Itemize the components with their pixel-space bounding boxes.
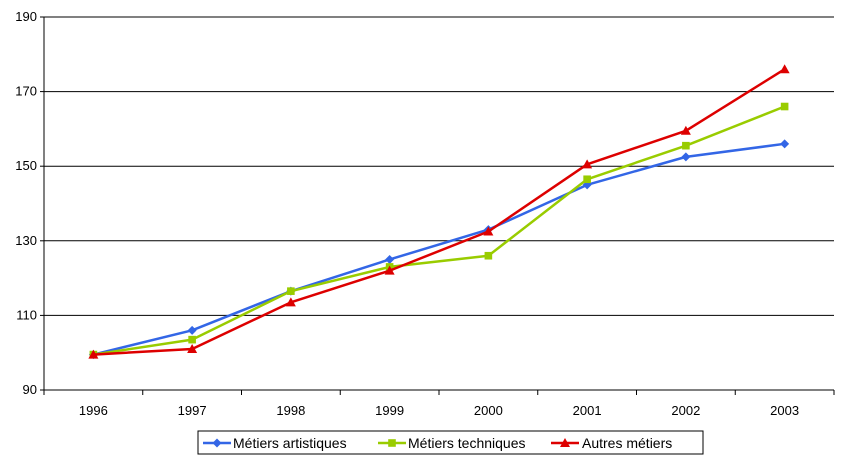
series-line <box>93 68 786 356</box>
data-point <box>188 335 196 344</box>
x-tick-label: 1997 <box>178 403 207 418</box>
series-line <box>93 105 786 356</box>
x-tick-label: 2000 <box>474 403 503 418</box>
y-tick-label: 110 <box>16 307 37 322</box>
x-tick-label: 2002 <box>671 403 700 418</box>
legend-marker <box>560 438 570 447</box>
data-point <box>285 297 296 307</box>
data-point <box>680 125 691 135</box>
data-point <box>187 325 197 335</box>
x-axis: 1996 1997 1998 1999 2000 2001 2002 2003 <box>43 17 835 418</box>
series-1 <box>89 102 789 359</box>
y-tick-label: 130 <box>15 233 37 248</box>
legend-item: Métiers techniques <box>378 435 526 451</box>
x-tick-label: 2003 <box>770 403 799 418</box>
y-tick-label: 150 <box>15 158 37 173</box>
legend-marker <box>212 438 222 448</box>
x-tick-label: 1999 <box>375 403 404 418</box>
legend: Métiers artistiques Métiers techniques Aut… <box>197 430 704 455</box>
legend-marker <box>388 439 396 447</box>
y-tick-label: 190 <box>15 9 37 24</box>
gridlines <box>44 16 834 316</box>
x-tick-label: 2001 <box>573 403 602 418</box>
data-point <box>287 287 295 295</box>
data-point <box>780 139 790 149</box>
data-point <box>384 265 395 275</box>
legend-item: Métiers artistiques <box>203 435 347 451</box>
x-tick-label: 1996 <box>79 403 108 418</box>
legend-label: Métiers artistiques <box>233 435 347 451</box>
data-point <box>187 343 198 353</box>
legend-label: Autres métiers <box>582 435 672 451</box>
y-axis-tick-labels: 90 110 130 150 170 190 <box>15 9 44 397</box>
data-point <box>484 251 493 260</box>
series-lines <box>88 64 790 360</box>
data-point <box>682 141 690 150</box>
y-tick-label: 90 <box>23 382 37 397</box>
data-point <box>582 159 593 169</box>
data-point <box>779 64 790 74</box>
data-point <box>483 226 494 236</box>
series-line <box>93 142 785 356</box>
data-point <box>88 349 99 359</box>
y-tick-label: 170 <box>15 84 37 99</box>
data-point <box>681 152 691 162</box>
data-point <box>780 102 789 111</box>
series-0 <box>88 139 790 360</box>
data-point <box>385 254 395 264</box>
legend-box <box>197 430 704 455</box>
data-point <box>583 175 591 184</box>
x-tick-label: 1998 <box>276 403 305 418</box>
series-2 <box>88 64 790 359</box>
legend-item: Autres métiers <box>551 435 672 451</box>
legend-label: Métiers techniques <box>408 435 526 451</box>
